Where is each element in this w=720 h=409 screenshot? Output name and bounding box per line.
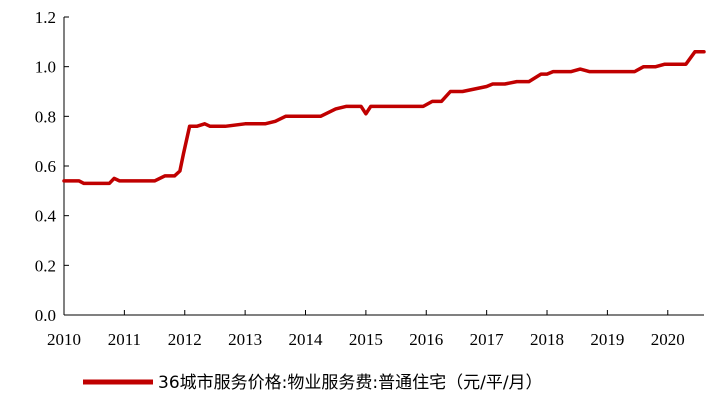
y-tick-label: 0.2 [35, 256, 56, 275]
legend-label: 36城市服务价格:物业服务费:普通住宅（元/平/月） [158, 373, 543, 393]
x-tick-label: 2013 [228, 330, 262, 349]
y-ticks: 0.0 0.2 0.4 0.6 0.8 1.0 1.2 [35, 8, 69, 325]
y-tick-label: 1.0 [35, 58, 56, 77]
y-tick-label: 0.0 [35, 306, 56, 325]
plot-area [62, 50, 706, 186]
y-tick-label: 0.6 [35, 157, 56, 176]
legend: 36城市服务价格:物业服务费:普通住宅（元/平/月） [83, 373, 543, 393]
x-tick-label: 2016 [409, 330, 443, 349]
x-tick-label: 2019 [590, 330, 624, 349]
x-tick-label: 2018 [530, 330, 564, 349]
x-tick-label: 2011 [108, 330, 141, 349]
x-tick-label: 2017 [470, 330, 505, 349]
series-line [62, 50, 706, 186]
x-tick-label: 2020 [651, 330, 685, 349]
x-tick-label: 2010 [47, 330, 81, 349]
y-tick-label: 0.8 [35, 107, 56, 126]
x-ticks: 2010 2011 2012 2013 2014 2015 2016 2017 2018 2019… [47, 310, 685, 349]
x-tick-label: 2015 [349, 330, 383, 349]
y-tick-label: 1.2 [35, 8, 56, 27]
x-tick-label: 2012 [168, 330, 202, 349]
y-tick-label: 0.4 [35, 207, 57, 226]
x-tick-label: 2014 [289, 330, 324, 349]
